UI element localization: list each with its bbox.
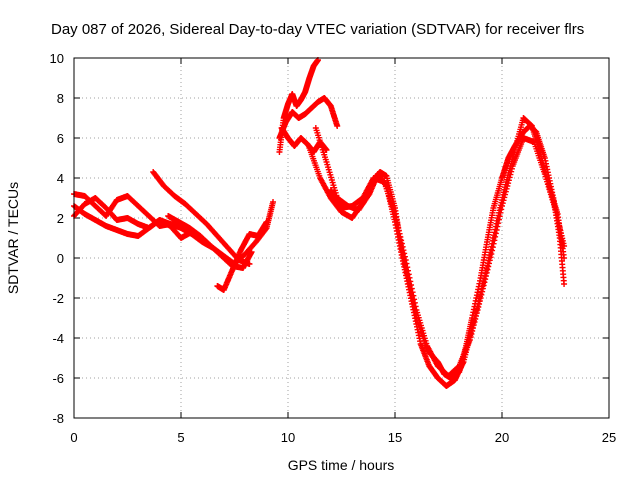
data-marks [71, 57, 568, 389]
y-tick-label: -6 [52, 371, 64, 386]
y-tick-label: 4 [57, 171, 64, 186]
series-arc8 [276, 95, 341, 141]
series-points [306, 123, 568, 381]
x-tick-label: 5 [177, 430, 184, 445]
series-main [306, 123, 568, 381]
chart-title: Day 087 of 2026, Sidereal Day-to-day VTE… [51, 21, 584, 38]
x-tick-label: 15 [388, 430, 402, 445]
x-tick-label: 0 [70, 430, 77, 445]
y-tick-label: 10 [50, 51, 64, 66]
y-tick-label: 0 [57, 251, 64, 266]
y-tick-label: -2 [52, 291, 64, 306]
series-points [214, 219, 270, 293]
x-tick-label: 10 [281, 430, 295, 445]
grid [74, 58, 609, 418]
series-points [327, 135, 568, 379]
x-tick-label: 20 [495, 430, 509, 445]
y-tick-label: 2 [57, 211, 64, 226]
y-tick-label: -8 [52, 411, 64, 426]
series-arc7 [276, 57, 321, 155]
series-main3 [327, 135, 568, 379]
y-axis-label: SDTVAR / TECUs [5, 182, 21, 294]
y-tick-label: 6 [57, 131, 64, 146]
y-tick-label: 8 [57, 91, 64, 106]
series-main2 [312, 115, 568, 389]
series-arc6 [214, 219, 270, 293]
series-points [312, 115, 568, 389]
plot-frame [73, 57, 610, 419]
series-points [276, 95, 341, 141]
series-points [276, 57, 321, 155]
x-axis-label: GPS time / hours [288, 457, 395, 473]
x-tick-label: 25 [602, 430, 616, 445]
y-tick-label: -4 [52, 331, 64, 346]
axis-ticks: 0 5 10 15 20 25 -8 -6 -4 -2 0 2 4 6 8 10 [50, 51, 617, 445]
